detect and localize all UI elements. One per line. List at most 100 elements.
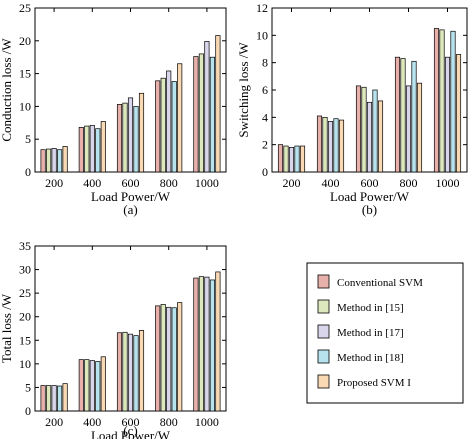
legend-swatch	[317, 274, 330, 289]
x-axis-label: Load Power/W	[330, 189, 410, 204]
bar	[316, 115, 323, 173]
bar	[215, 35, 221, 173]
x-tick-label: 600	[122, 415, 140, 429]
y-tick-label: 25	[19, 1, 31, 15]
y-tick-label: 15	[19, 333, 31, 347]
bar	[198, 276, 204, 412]
legend-label: Method in [18]	[337, 352, 404, 364]
y-tick-label: 20	[19, 34, 31, 48]
bar	[171, 307, 177, 412]
legend-label: Method in [15]	[337, 302, 404, 314]
y-tick-label: 0	[25, 404, 31, 418]
bar	[40, 385, 46, 412]
bar	[455, 54, 462, 173]
y-tick-label: 10	[256, 28, 268, 42]
y-tick-label: 10	[19, 99, 31, 113]
panel-label: (c)	[123, 423, 137, 438]
bar	[127, 97, 134, 173]
legend-entry: Proposed SVM I	[317, 374, 411, 389]
x-axis-label: Load Power/W	[91, 428, 171, 439]
bar	[40, 149, 46, 173]
bar	[450, 30, 456, 173]
y-tick-label: 10	[19, 357, 31, 371]
x-tick-label: 400	[83, 176, 101, 190]
bar	[277, 144, 284, 173]
bar	[416, 82, 423, 173]
x-tick-label: 600	[122, 176, 140, 190]
x-tick-label: 1000	[195, 415, 219, 429]
y-tick-label: 0	[262, 165, 268, 179]
bar	[333, 118, 339, 173]
y-axis-label: Total loss /W	[0, 293, 14, 363]
bar	[138, 92, 145, 173]
x-tick-label: 200	[45, 176, 63, 190]
bar	[377, 100, 384, 173]
chart-panel-c: 0 5 10 15 20 25 30 35 200 400 600 800 1000 Load Power…	[0, 239, 227, 439]
legend-label: Proposed SVM I	[337, 377, 411, 389]
bar	[405, 85, 412, 173]
y-tick-label: 4	[262, 110, 268, 124]
panel-label: (a)	[123, 202, 137, 217]
bar	[204, 276, 210, 412]
bar	[294, 145, 300, 173]
bar	[51, 385, 57, 412]
bar	[46, 385, 52, 412]
y-tick-label: 5	[25, 132, 31, 146]
bar	[95, 361, 101, 412]
bar	[57, 149, 63, 173]
chart-panel-b: 0 2 4 6 8 10 12 200 400 600 800 1000 Load Power/W Swi…	[236, 1, 468, 217]
bar	[127, 333, 134, 412]
legend-swatch	[317, 299, 330, 314]
y-tick-label: 8	[262, 56, 268, 70]
y-tick-label: 30	[19, 263, 31, 277]
bar	[411, 60, 417, 173]
x-tick-label: 1000	[436, 176, 460, 190]
y-axis-label: Switching loss /W	[236, 42, 251, 138]
bar	[400, 58, 406, 173]
panel-label: (b)	[362, 202, 377, 217]
bar	[166, 70, 172, 173]
bar	[198, 53, 204, 173]
x-tick-label: 800	[160, 176, 178, 190]
bar	[100, 121, 106, 173]
bar	[166, 306, 172, 412]
legend-swatch	[317, 374, 330, 389]
bar	[46, 148, 52, 173]
x-tick-label: 400	[83, 415, 101, 429]
bar	[51, 148, 57, 173]
x-tick-label: 200	[45, 415, 63, 429]
bar	[133, 335, 139, 412]
chart-panel-a: 0 5 10 15 20 25 200 400 600 800 1000 Load Power/W Co…	[0, 1, 227, 217]
bar	[89, 125, 95, 173]
bar	[209, 56, 215, 173]
bar	[116, 104, 123, 173]
x-tick-label: 800	[160, 415, 178, 429]
bar	[338, 119, 345, 173]
bar	[283, 145, 289, 173]
legend-label: Conventional SVM	[337, 277, 423, 289]
legend-swatch	[317, 349, 330, 364]
bar	[89, 360, 95, 412]
legend-entry: Conventional SVM	[317, 274, 423, 289]
bar	[160, 77, 166, 173]
bar	[100, 356, 106, 412]
bar	[193, 56, 199, 173]
x-tick-label: 400	[322, 176, 340, 190]
bar	[444, 56, 451, 173]
x-tick-label: 200	[283, 176, 301, 190]
bar	[288, 147, 295, 173]
legend-frame	[306, 262, 464, 404]
bar	[299, 145, 306, 173]
legend-label: Method in [17]	[337, 327, 404, 339]
bar	[372, 89, 378, 173]
bar	[209, 279, 215, 412]
bar	[84, 125, 90, 173]
x-tick-label: 1000	[195, 176, 219, 190]
y-tick-label: 20	[19, 310, 31, 324]
bar	[62, 146, 68, 173]
y-tick-label: 5	[25, 380, 31, 394]
y-tick-label: 12	[256, 1, 268, 15]
bar	[122, 331, 128, 412]
bar	[193, 277, 199, 412]
